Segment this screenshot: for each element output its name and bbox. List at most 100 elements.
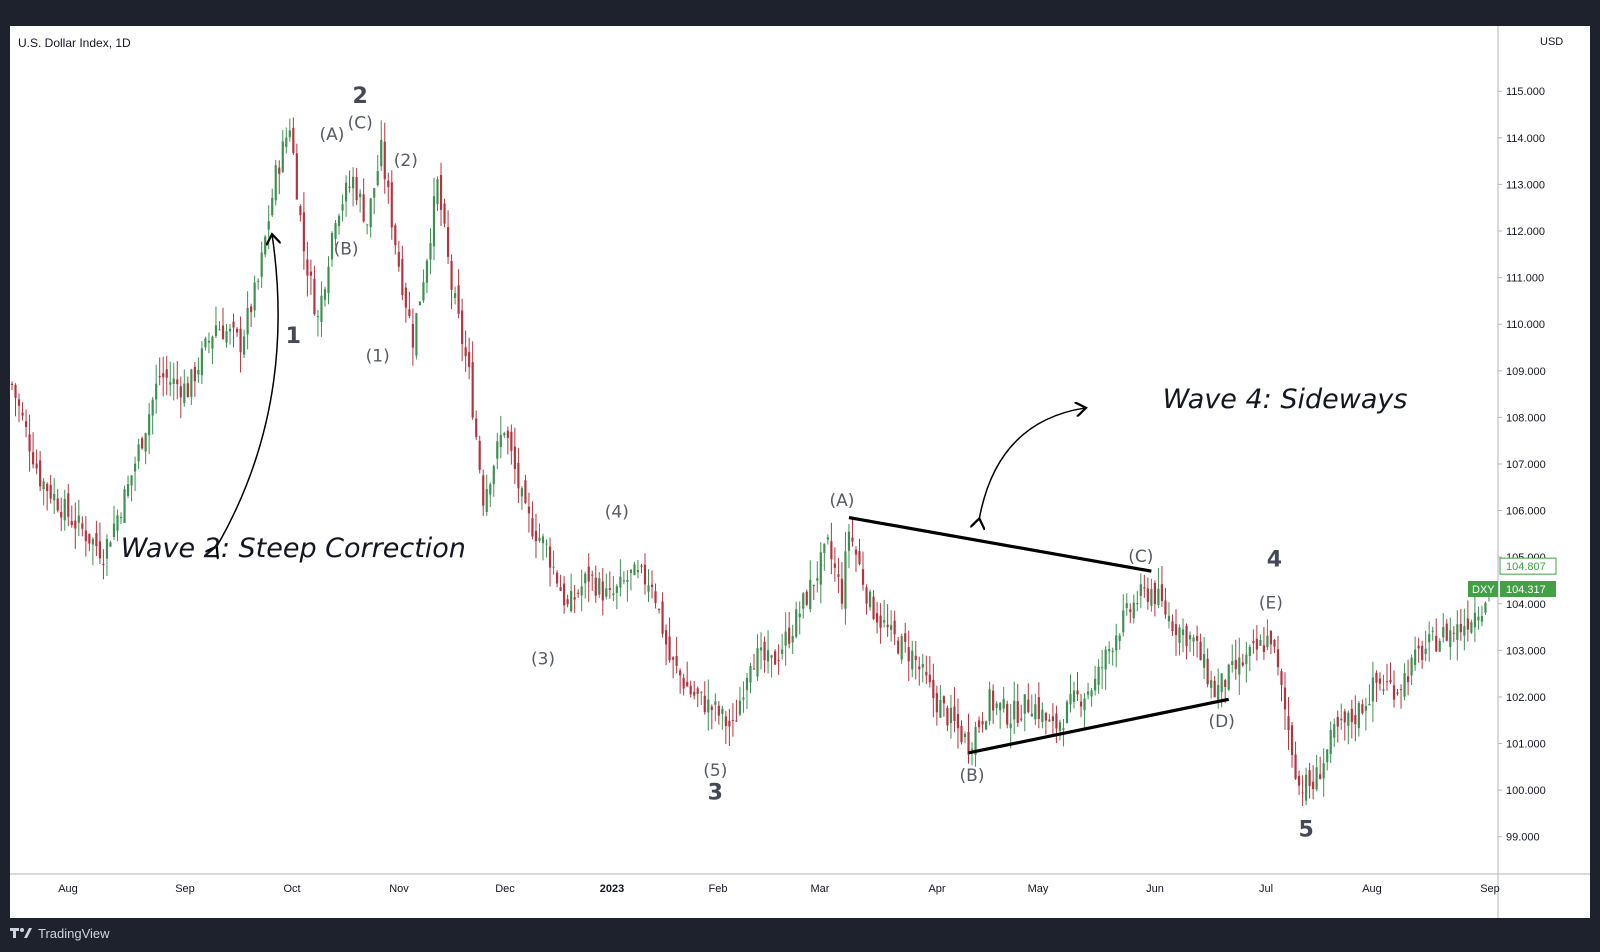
candle-body — [531, 518, 534, 537]
candle-body — [1178, 627, 1181, 643]
candle-body — [819, 552, 822, 585]
wave-label-sub: (B) — [960, 766, 985, 786]
candle-body — [622, 580, 625, 582]
candle-body — [70, 521, 73, 526]
candle-body — [587, 566, 590, 582]
candle-body — [1217, 685, 1220, 702]
candle-body — [735, 720, 738, 722]
candle-body — [1445, 623, 1448, 641]
candle-body — [548, 546, 552, 568]
candle-body — [1452, 632, 1455, 634]
candle-body — [355, 176, 358, 201]
candle-body — [1350, 708, 1353, 723]
candle-body — [1051, 716, 1055, 721]
candle-body — [921, 663, 924, 668]
candle-body — [963, 733, 967, 738]
candle-body — [1480, 616, 1484, 622]
candle-body — [49, 484, 52, 499]
candle-body — [1424, 648, 1427, 655]
y-tick-label: 103.000 — [1506, 645, 1546, 657]
candle-body — [879, 615, 882, 628]
candle-body — [482, 475, 485, 506]
prev-price-value: 104.807 — [1506, 561, 1546, 573]
candle-body — [781, 649, 784, 655]
candle-body — [1308, 770, 1311, 787]
x-tick-label: Aug — [58, 883, 78, 895]
wave-label-sub: (D) — [1209, 712, 1235, 732]
candle-body — [1006, 703, 1009, 725]
candle-body — [485, 489, 488, 513]
chart-frame[interactable]: (A) 2 (C) (2) (B) 1 (1) (4) (3) (5) 3 (A) (B) (C) 4 (E)… — [10, 26, 1590, 918]
candle-body — [1150, 589, 1153, 606]
x-tick-label: May — [1028, 883, 1049, 895]
candle-body — [28, 434, 31, 452]
candle-body — [39, 460, 42, 487]
candle-body — [306, 259, 309, 276]
candle-body — [826, 537, 829, 540]
candle-body — [176, 379, 179, 385]
candle-body — [337, 215, 341, 226]
candle-body — [844, 551, 847, 609]
candle-body — [749, 666, 752, 683]
candle-body — [861, 569, 865, 585]
candle-body — [988, 689, 991, 721]
time-axis[interactable]: Aug Sep Oct Nov Dec 2023 Feb Mar Apr May Jun Jul Aug… — [10, 873, 1590, 895]
candle-body — [1023, 694, 1026, 714]
candle-body — [204, 338, 207, 348]
candle-body — [721, 708, 724, 714]
candlestick-chart[interactable]: (A) 2 (C) (2) (B) 1 (1) (4) (3) (5)3 (A) (B) (C) 4 (E)… — [10, 26, 1590, 918]
candle-body — [731, 720, 734, 722]
candle-body — [1368, 703, 1371, 706]
candle-body — [559, 587, 562, 591]
candle-body — [883, 620, 886, 623]
candle-body — [271, 197, 274, 216]
candle-body — [728, 720, 731, 727]
candle-body — [1375, 672, 1378, 683]
candle-body — [84, 530, 87, 542]
candle-body — [1213, 680, 1216, 698]
candle-body — [1477, 616, 1480, 621]
price-axis[interactable]: 99.000 100.000 101.000 102.000 103.000 104.00… — [1497, 26, 1546, 918]
candle-body — [1269, 631, 1273, 645]
candle-body — [942, 696, 945, 704]
candle-body — [422, 282, 425, 301]
candle-body — [130, 475, 133, 486]
candle-body — [1245, 654, 1248, 665]
symbol-tag — [1468, 580, 1498, 597]
candle-body — [1276, 649, 1280, 668]
candle-body — [1449, 630, 1452, 647]
y-tick-label: 110.000 — [1506, 319, 1545, 331]
currency-label[interactable]: USD — [1540, 36, 1564, 48]
candle-body — [668, 636, 671, 661]
candle-body — [1083, 698, 1086, 711]
candle-body — [1262, 645, 1265, 653]
candle-body — [1115, 635, 1118, 651]
brand-name[interactable]: TradingView — [38, 925, 110, 941]
candle-body — [91, 539, 94, 545]
candle-body — [267, 221, 270, 230]
candle-body — [137, 444, 140, 462]
candle-body — [1354, 715, 1357, 725]
candle-body — [1326, 749, 1329, 763]
candle-body — [577, 592, 580, 594]
candle-body — [573, 597, 576, 600]
candle-body — [1382, 689, 1385, 691]
candle-body — [1009, 723, 1012, 729]
candle-body — [1459, 624, 1462, 633]
candle-body — [647, 585, 650, 592]
candle-body — [380, 139, 383, 167]
candle-body — [1122, 610, 1125, 633]
y-tick-label: 112.000 — [1506, 226, 1545, 238]
x-tick-label: Nov — [389, 883, 409, 895]
candle-body — [1224, 680, 1227, 687]
candle-body — [1305, 774, 1308, 801]
candle-body — [830, 541, 833, 560]
wave-label-sub: (C) — [1128, 547, 1153, 567]
tradingview-logo-icon[interactable] — [10, 927, 32, 939]
wave-label-major: 3 — [708, 780, 723, 805]
candle-body — [689, 685, 692, 695]
candle-body — [664, 630, 668, 645]
candle-body — [1111, 650, 1114, 652]
candle-body — [949, 707, 953, 723]
candle-body — [1431, 630, 1434, 632]
